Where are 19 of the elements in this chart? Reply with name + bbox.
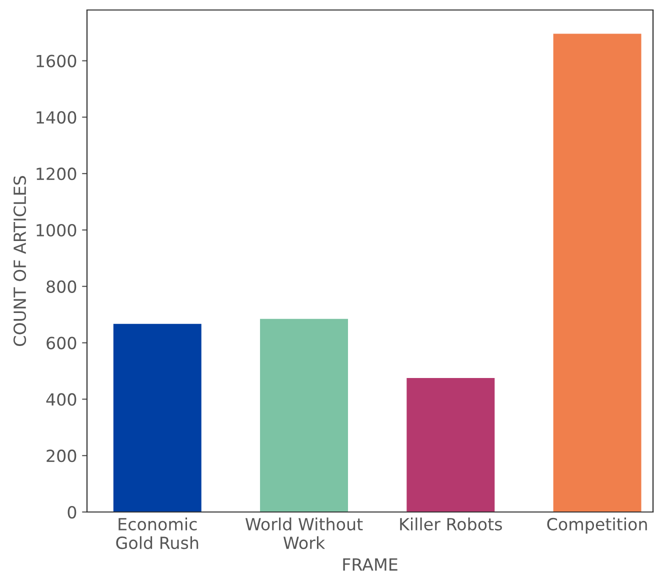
y-tick-label: 600: [46, 336, 76, 350]
y-tick-label: 400: [46, 393, 76, 406]
x-tick-label: World Without Work: [245, 518, 363, 550]
y-tick-label: 1000: [36, 224, 76, 237]
x-tick-label: Economic Gold Rush: [116, 518, 198, 550]
bar: [113, 324, 202, 512]
y-tick-label: 800: [46, 280, 76, 293]
y-tick-label: 0: [68, 506, 76, 519]
bar: [553, 34, 642, 512]
x-axis-title: FRAME: [343, 558, 398, 571]
bar: [406, 378, 495, 512]
bar: [260, 318, 348, 512]
y-tick-label: 200: [46, 450, 76, 462]
y-tick-label: 1400: [36, 111, 76, 124]
y-tick-label: 1600: [36, 54, 76, 68]
x-tick-label: Competition: [547, 518, 647, 534]
y-axis-title: COUNT OF ARTICLES: [13, 176, 26, 346]
x-tick-label: Killer Robots: [400, 518, 502, 530]
y-tick-label: 1200: [36, 168, 76, 180]
